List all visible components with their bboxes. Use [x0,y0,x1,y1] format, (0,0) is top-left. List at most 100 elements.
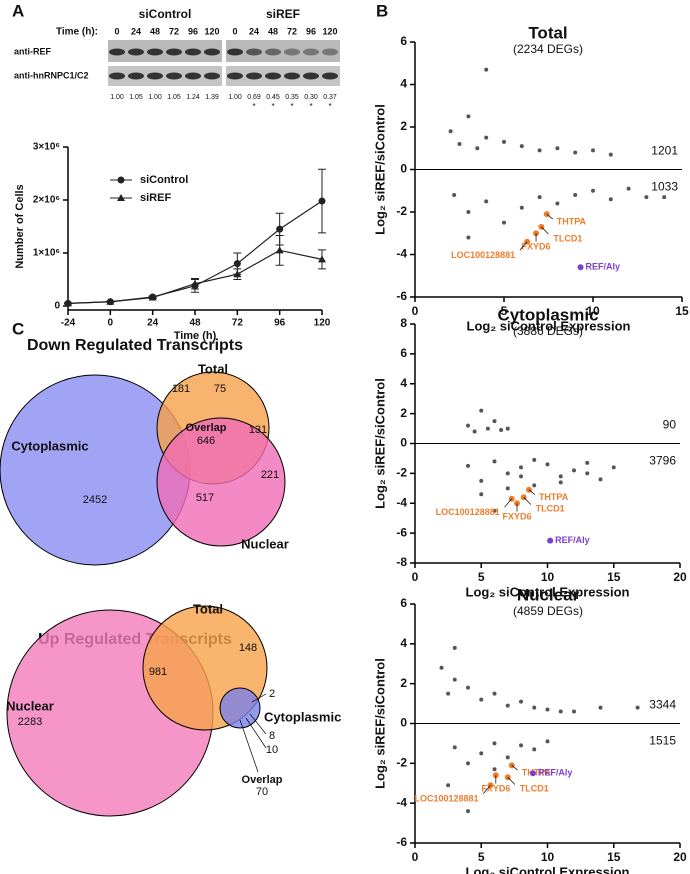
point [492,767,497,772]
leader [511,765,518,771]
point [479,492,484,497]
band [185,72,201,80]
point [608,197,613,202]
set-label: Cytoplasmic [11,438,88,453]
x-axis-label: Log₂ siControl Expression [466,864,630,874]
point-label: REF/Aly [555,535,590,545]
count-label: 1033 [651,180,678,194]
band [185,48,201,56]
point [573,193,578,197]
y-tick-label: -2 [396,204,407,218]
region-count: 646 [197,435,215,447]
point [519,144,524,149]
point [479,751,484,756]
x-axis-label: Time (h) [174,330,217,342]
point [558,480,563,485]
significance: * [309,102,312,111]
point-label: LOC100128881 [451,250,515,260]
y-tick-label: -6 [396,525,407,539]
panel-label: A [12,1,24,20]
region-count: 2283 [18,716,42,728]
region-count: 10 [266,744,278,756]
y-tick-label: -6 [396,289,407,303]
point [452,745,457,750]
band [128,72,144,80]
y-axis-label: Number of Cells [14,184,26,268]
point-label: REF/Aly [586,262,621,272]
y-tick-label: 3×10⁶ [33,142,60,153]
x-axis-label: Log₂ siControl Expression [466,584,630,599]
set-label: Nuclear [241,536,289,551]
leader [528,489,536,495]
count-label: 1201 [651,144,678,158]
point [519,465,523,470]
quant: 1.05 [129,94,143,101]
time-tick: 48 [150,26,160,36]
blot-panel [108,40,222,62]
point [446,691,451,696]
time-tick: 48 [268,26,278,36]
point [608,152,613,157]
region-count: 2 [269,688,275,700]
marker [318,255,326,263]
group-label: siControl [139,7,192,21]
chart-subtitle: (2234 DEGs) [513,42,583,56]
region-count: Overlap [242,774,283,786]
y-tick-label: -2 [396,756,407,770]
x-tick-label: 96 [274,318,286,329]
x-tick-label: 0 [412,850,419,864]
point [591,148,595,153]
chart-title: Nuclear [517,585,580,604]
point-label: FXYD6 [503,512,532,522]
legend-label: siControl [140,174,188,186]
point-label: THTPA [522,768,552,778]
blot-panel [108,66,222,86]
region-count: 131 [249,424,267,436]
point [611,465,616,470]
point [466,423,470,428]
y-tick-label: 0 [400,436,407,450]
point [452,645,457,650]
series-line [67,249,323,304]
band [109,48,125,56]
region-count: 517 [196,492,214,504]
quant: 0.45 [266,94,280,101]
y-tick-label: -4 [396,795,407,809]
point [532,457,537,462]
time-tick: 24 [131,26,141,36]
chart-subtitle: (3886 DEGs) [513,324,583,338]
point-label: TLCD1 [520,784,549,794]
x-tick-label: 10 [541,850,555,864]
point [452,193,457,197]
point [466,761,470,766]
time-tick: 0 [114,26,119,36]
band [265,48,281,56]
point [598,705,603,710]
band [227,72,243,80]
point [505,486,510,491]
leader [249,713,267,735]
count-label: 1515 [649,734,676,748]
point-label: FXYD6 [522,242,551,252]
point [558,709,563,714]
band [284,48,300,56]
legend-label: siREF [140,192,171,204]
marker [233,270,242,278]
significance: * [252,102,255,111]
point [505,755,510,760]
point-label: TLCD1 [553,233,582,243]
point [472,429,477,434]
point-label: TLCD1 [536,504,565,514]
point [585,460,590,465]
point [485,426,490,431]
point-label: FXYD6 [481,784,510,794]
quant: 1.05 [167,94,181,101]
point [479,408,484,413]
y-tick-label: 2×10⁶ [33,195,60,206]
band [246,48,262,56]
point [479,697,484,702]
y-tick-label: 6 [400,346,407,360]
point [466,685,470,690]
set-label: Total [198,361,228,376]
point-label: THTPA [557,217,587,227]
